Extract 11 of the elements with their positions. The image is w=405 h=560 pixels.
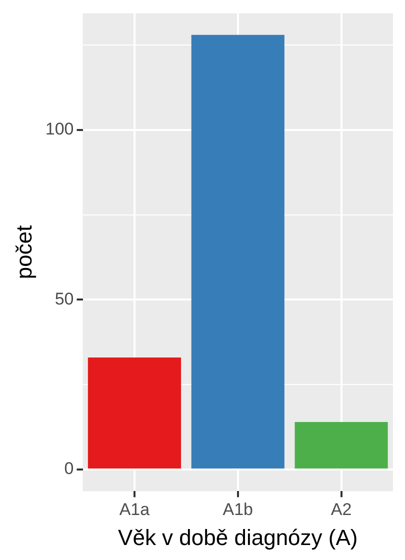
y-tick-label: 100 bbox=[45, 120, 74, 139]
x-tick-label: A2 bbox=[330, 500, 352, 520]
bar bbox=[191, 34, 284, 468]
y-tick-label: 0 bbox=[64, 459, 74, 478]
x-axis-title: Věk v době diagnózy (A) bbox=[118, 524, 358, 550]
x-tick-label: A1a bbox=[119, 500, 150, 520]
bar bbox=[294, 422, 388, 468]
y-axis-title: počet bbox=[11, 225, 36, 280]
y-tick-label: 50 bbox=[54, 289, 74, 308]
bar bbox=[88, 357, 182, 468]
x-tick-label: A1b bbox=[222, 500, 254, 520]
